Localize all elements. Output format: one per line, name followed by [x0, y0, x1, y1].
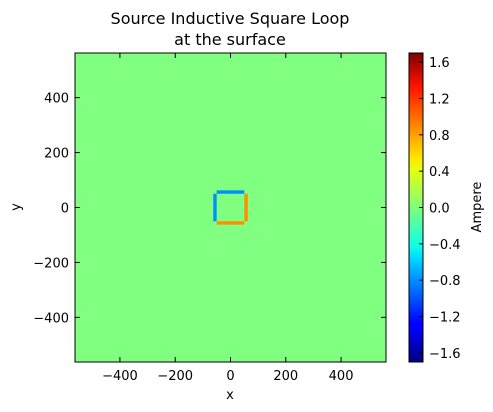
x-tick-label: 200: [273, 369, 298, 384]
x-axis-label: x: [226, 388, 234, 403]
x-tick-label: −400: [102, 369, 138, 384]
colorbar-tick-label: 1.6: [429, 56, 450, 71]
loop-segment-right: [244, 194, 247, 221]
y-tick-label: −400: [33, 311, 69, 326]
y-axis-label: y: [9, 203, 24, 211]
colorbar-label: Ampere: [470, 182, 485, 233]
y-tick-label: 400: [44, 92, 69, 107]
colorbar-tick-label: 0.0: [429, 202, 450, 217]
colorbar-tick-label: 1.2: [429, 92, 450, 107]
chart-title-line-2: at the surface: [174, 30, 286, 49]
y-tick-label: −200: [33, 256, 69, 271]
plot-area: −400 −200 0 200 400 −400 −200 0 200 400: [33, 53, 386, 384]
chart-title-line-1: Source Inductive Square Loop: [111, 9, 350, 28]
heatmap-background: [75, 53, 386, 362]
colorbar-tick-label: −1.2: [429, 311, 461, 326]
loop-segment-bottom: [217, 221, 245, 224]
x-tick-label: 0: [226, 369, 234, 384]
x-tick-label: 400: [329, 369, 354, 384]
y-tick-label: 200: [44, 147, 69, 162]
colorbar: 1.6 1.2 0.8 0.4 0.0 −0.4 −0.8 −1.2 −1.6: [409, 53, 461, 362]
x-tick-label: −200: [157, 369, 193, 384]
y-tick-label: 0: [61, 202, 69, 217]
colorbar-tick-label: −0.4: [429, 238, 461, 253]
colorbar-tick-label: 0.4: [429, 165, 450, 180]
colorbar-tick-label: −1.6: [429, 347, 461, 362]
loop-segment-left: [213, 194, 216, 221]
colorbar-tick-label: −0.8: [429, 274, 461, 289]
colorbar-tick-label: 0.8: [429, 129, 450, 144]
loop-segment-top: [217, 190, 245, 193]
